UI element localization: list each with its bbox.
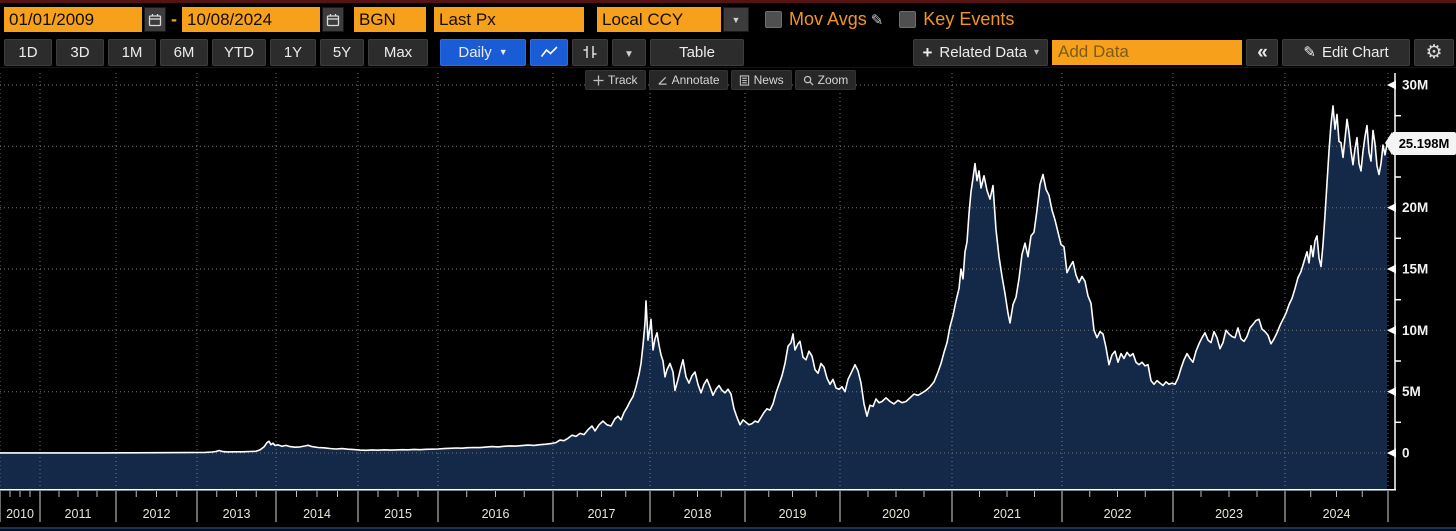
svg-text:2015: 2015 xyxy=(384,507,412,521)
double-chevron-left-icon: « xyxy=(1257,41,1268,63)
currency-dropdown-arrow-icon[interactable]: ▼ xyxy=(723,7,749,32)
period-1m-button[interactable]: 1M xyxy=(108,38,156,66)
key-events-label: Key Events xyxy=(923,9,1015,29)
svg-text:2016: 2016 xyxy=(482,507,510,521)
svg-text:5M: 5M xyxy=(1402,384,1421,399)
period-3d-button[interactable]: 3D xyxy=(56,38,104,66)
chevron-down-icon: ▼ xyxy=(498,46,508,57)
period-1d-button[interactable]: 1D xyxy=(4,38,52,66)
frequency-dropdown[interactable]: Daily ▼ xyxy=(440,38,526,66)
start-date-input[interactable] xyxy=(4,7,142,32)
gear-icon: ⚙ xyxy=(1425,41,1443,63)
svg-text:2018: 2018 xyxy=(684,507,712,521)
price-line xyxy=(0,105,1388,454)
price-field-input[interactable] xyxy=(434,7,584,32)
chart-type-dropdown-arrow[interactable]: ▼ xyxy=(612,38,646,66)
add-data-input[interactable] xyxy=(1052,39,1242,65)
svg-text:2017: 2017 xyxy=(588,507,616,521)
svg-text:2011: 2011 xyxy=(65,507,92,521)
crosshair-icon xyxy=(593,74,604,86)
date-separator: - xyxy=(171,9,177,29)
svg-text:2021: 2021 xyxy=(993,507,1021,521)
mov-avgs-label: Mov Avgs xyxy=(789,9,867,29)
x-axis xyxy=(0,489,1396,522)
svg-text:2014: 2014 xyxy=(303,507,331,521)
period-5y-button[interactable]: 5Y xyxy=(320,38,364,66)
zoom-button[interactable]: Zoom xyxy=(794,70,857,90)
news-page-icon xyxy=(739,74,749,86)
chart-toolbar: 1D 3D 1M 6M YTD 1Y 5Y Max Daily ▼ ▼ Table… xyxy=(0,37,1456,68)
mov-avgs-pencil-icon[interactable]: ✎ xyxy=(870,11,884,29)
svg-text:2010: 2010 xyxy=(6,507,34,521)
news-button[interactable]: News xyxy=(730,70,792,90)
price-chart[interactable]: 05M10M15M20M25M30M2010201120122013201420… xyxy=(0,3,1456,531)
calendar-icon[interactable] xyxy=(322,7,344,32)
period-ytd-button[interactable]: YTD xyxy=(212,38,266,66)
price-source-input[interactable] xyxy=(354,7,426,32)
plus-icon: + xyxy=(922,42,933,62)
annotate-angle-icon xyxy=(657,76,667,85)
mov-avgs-checkbox[interactable] xyxy=(765,11,782,28)
svg-text:2012: 2012 xyxy=(143,507,171,521)
candlestick-icon xyxy=(583,46,597,58)
table-button[interactable]: Table xyxy=(650,38,744,66)
collapse-panel-button[interactable]: « xyxy=(1246,38,1278,66)
track-button[interactable]: Track xyxy=(585,70,646,90)
last-price-callout: 25.198M xyxy=(1385,132,1456,155)
svg-text:2013: 2013 xyxy=(223,507,251,521)
security-toolbar: - Local CCY ▼ Mov Avgs ✎ Key Events xyxy=(0,3,1456,36)
svg-text:15M: 15M xyxy=(1402,262,1428,277)
svg-text:10M: 10M xyxy=(1402,323,1428,338)
key-events-checkbox[interactable] xyxy=(899,11,917,28)
svg-text:2023: 2023 xyxy=(1215,507,1243,521)
chevron-down-icon: ▾ xyxy=(1033,46,1039,58)
settings-button[interactable]: ⚙ xyxy=(1414,38,1454,66)
svg-text:2020: 2020 xyxy=(882,507,910,521)
chart-overlay-toolbar: Track Annotate News Zoom xyxy=(585,70,857,90)
line-chart-icon xyxy=(540,46,558,57)
svg-text:2024: 2024 xyxy=(1323,507,1351,521)
related-data-dropdown[interactable]: + Related Data ▾ xyxy=(913,38,1048,66)
svg-text:30M: 30M xyxy=(1402,78,1428,93)
pencil-icon: ✎ xyxy=(1303,43,1316,61)
window-bottom-border xyxy=(0,527,1456,531)
end-date-input[interactable] xyxy=(182,7,320,32)
candlestick-chart-type-button[interactable] xyxy=(572,38,608,66)
currency-select[interactable]: Local CCY xyxy=(597,7,721,32)
svg-text:20M: 20M xyxy=(1402,200,1428,215)
period-max-button[interactable]: Max xyxy=(368,38,428,66)
gridlines xyxy=(0,73,1395,489)
line-chart-type-button[interactable] xyxy=(530,38,568,66)
calendar-icon[interactable] xyxy=(144,7,166,32)
edit-chart-button[interactable]: ✎ Edit Chart xyxy=(1282,38,1410,66)
period-6m-button[interactable]: 6M xyxy=(160,38,208,66)
magnifier-icon xyxy=(803,75,814,86)
svg-text:2022: 2022 xyxy=(1104,507,1132,521)
x-axis-labels: 2010 2011 2012 2013 2014 2015 2016 2017 2018 2019… xyxy=(6,507,1350,521)
area-fill xyxy=(0,105,1387,490)
svg-text:0: 0 xyxy=(1402,446,1410,461)
svg-text:2019: 2019 xyxy=(779,507,807,521)
annotate-button[interactable]: Annotate xyxy=(648,70,728,90)
period-1y-button[interactable]: 1Y xyxy=(270,38,316,66)
